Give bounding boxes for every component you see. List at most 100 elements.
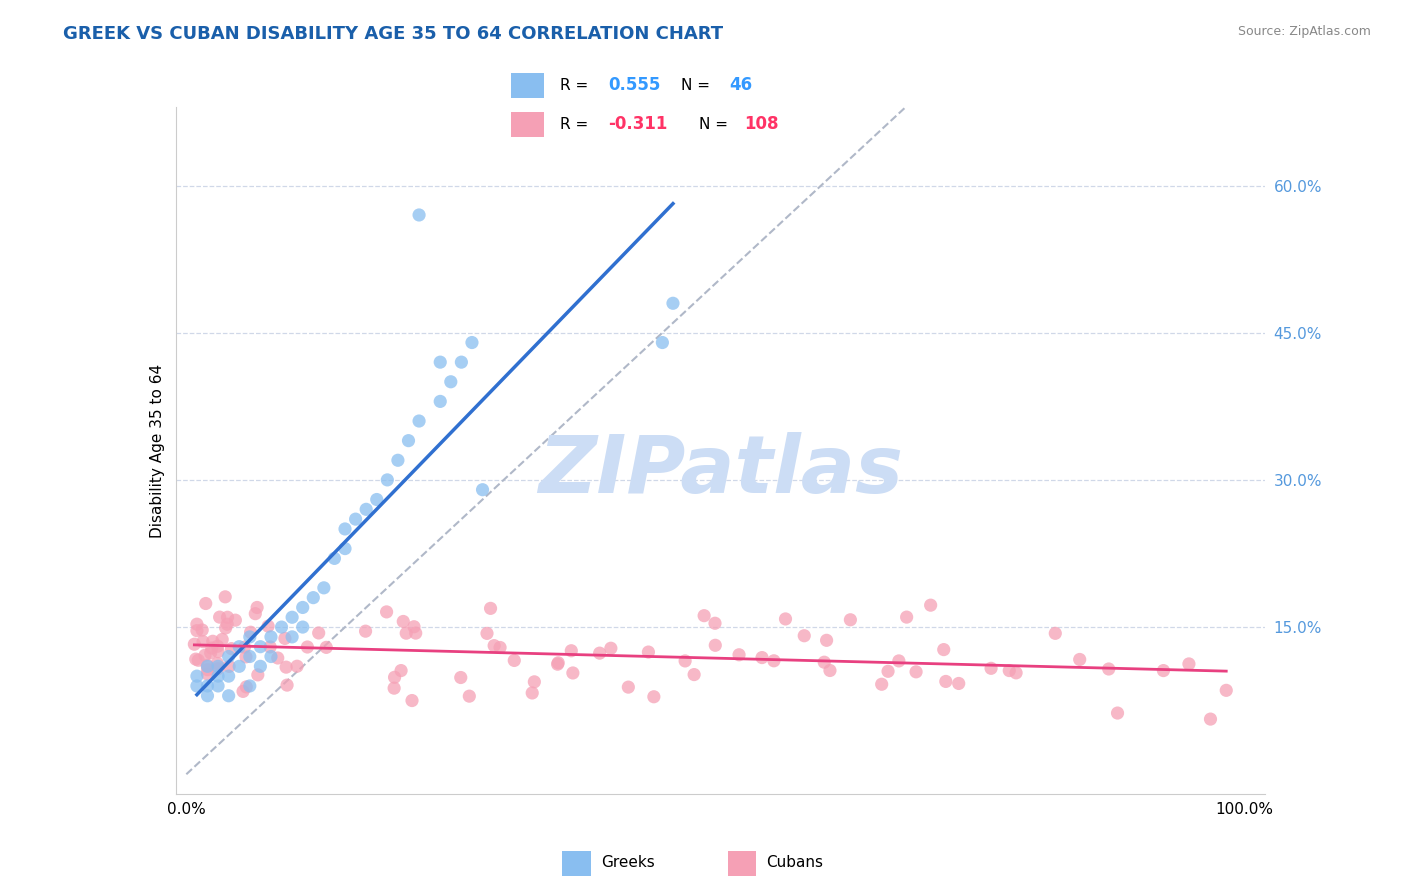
Point (218, 689, 240, 703)
Point (285, 659, 308, 673)
Point (267, 651, 290, 665)
Point (588, 646, 610, 660)
Text: R =: R = (560, 117, 593, 132)
Point (191, 623, 214, 637)
Point (693, 608, 716, 623)
Point (728, 648, 751, 662)
Point (257, 619, 280, 633)
Point (344, 512, 367, 526)
Point (194, 648, 217, 663)
Point (200, 646, 222, 660)
Point (246, 600, 269, 615)
Point (354, 502, 377, 516)
Point (281, 610, 304, 624)
Text: Cubans: Cubans (766, 855, 824, 870)
Point (980, 661, 1002, 675)
Point (323, 551, 346, 566)
Point (402, 620, 425, 634)
Text: Greeks: Greeks (602, 855, 655, 870)
Point (207, 639, 229, 653)
Point (920, 598, 942, 612)
Point (239, 649, 262, 664)
Point (617, 680, 640, 694)
Point (197, 659, 219, 673)
Point (211, 632, 233, 647)
Point (228, 640, 250, 654)
Text: 108: 108 (744, 115, 779, 133)
Point (270, 620, 292, 634)
Point (637, 645, 659, 659)
Point (259, 640, 281, 654)
Point (312, 581, 335, 595)
Point (197, 679, 219, 693)
Point (186, 679, 208, 693)
Y-axis label: Disability Age 35 to 64: Disability Age 35 to 64 (149, 363, 165, 538)
Point (183, 637, 205, 651)
Point (194, 597, 217, 611)
Point (475, 626, 498, 640)
Point (201, 634, 224, 648)
Bar (512, 112, 544, 137)
Point (429, 355, 451, 369)
Point (815, 633, 838, 648)
Point (482, 639, 505, 653)
Point (408, 208, 430, 222)
Point (887, 654, 910, 668)
Point (384, 670, 406, 684)
Point (184, 652, 207, 666)
Point (392, 615, 415, 629)
Point (561, 665, 583, 680)
Point (522, 686, 544, 700)
Point (651, 335, 673, 350)
Point (239, 679, 262, 693)
Point (235, 649, 257, 664)
Point (217, 617, 239, 632)
Point (751, 650, 773, 665)
Point (245, 607, 267, 621)
Point (818, 664, 841, 678)
Point (1069, 652, 1091, 666)
Point (450, 355, 472, 369)
Text: R =: R = (560, 78, 593, 93)
Point (281, 630, 304, 644)
Point (207, 662, 229, 676)
Point (207, 669, 229, 683)
Bar (728, 851, 756, 876)
Point (235, 680, 257, 694)
Point (291, 600, 314, 615)
Text: -0.311: -0.311 (607, 115, 668, 133)
Point (489, 640, 512, 655)
Point (276, 678, 298, 692)
Point (239, 630, 262, 644)
Point (207, 679, 229, 693)
Point (215, 621, 238, 635)
Point (1005, 665, 1028, 680)
Point (673, 654, 696, 668)
Point (429, 394, 451, 409)
Text: N =: N = (699, 117, 733, 132)
Point (221, 641, 243, 656)
Point (186, 669, 208, 683)
Point (197, 667, 219, 681)
Point (228, 659, 250, 673)
Point (302, 591, 325, 605)
Point (662, 296, 685, 310)
Point (232, 684, 254, 698)
Point (395, 626, 418, 640)
Point (233, 640, 256, 655)
Point (471, 483, 494, 497)
Point (461, 335, 484, 350)
Point (1199, 712, 1222, 726)
Point (218, 669, 240, 683)
Point (877, 665, 900, 679)
Point (683, 667, 706, 681)
Point (207, 657, 229, 671)
Point (375, 473, 398, 487)
Point (214, 590, 236, 604)
Point (197, 663, 219, 677)
Point (207, 645, 229, 659)
Text: ZIPatlas: ZIPatlas (538, 432, 903, 510)
Bar (512, 72, 544, 98)
Point (813, 655, 835, 669)
Point (398, 434, 420, 448)
